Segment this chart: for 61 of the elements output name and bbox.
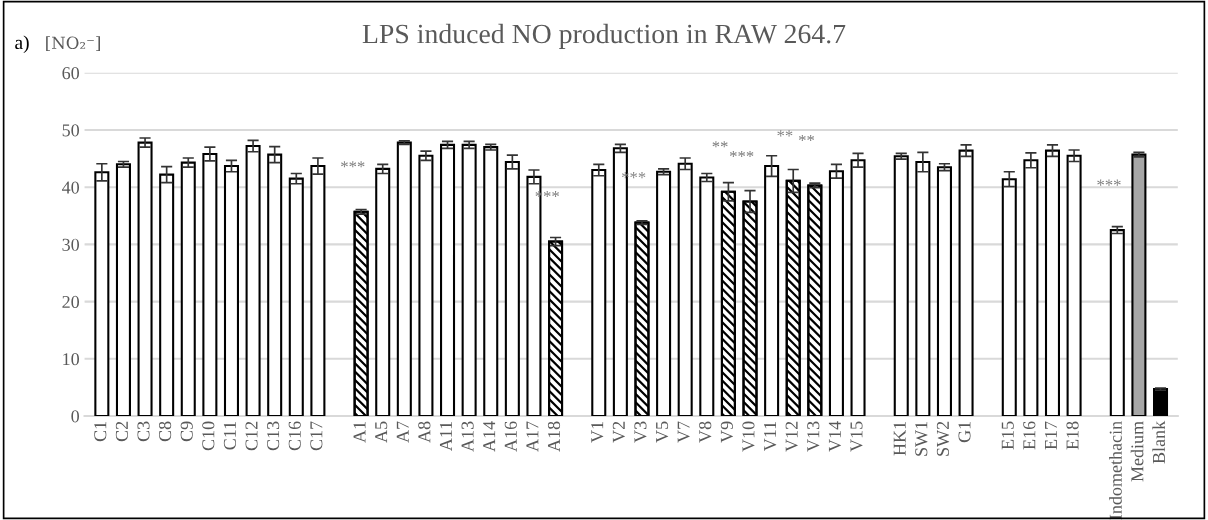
x-tick-label: Indomethacin: [1109, 421, 1122, 520]
x-tick-label: E16: [1023, 421, 1036, 450]
x-tick-label: Medium: [1130, 421, 1144, 482]
x-tick-label: C1: [94, 421, 107, 442]
x-tick-label: E18: [1066, 421, 1079, 450]
x-tick-label: V14: [828, 421, 842, 452]
x-tick-label: V9: [720, 421, 734, 443]
x-tick-label: A18: [547, 421, 561, 452]
annotation: ***: [1097, 179, 1121, 186]
annotation: ***: [341, 161, 365, 168]
x-tick-label: A16: [504, 421, 517, 452]
x-tick-label: V5: [656, 421, 669, 443]
x-tick-label: V8: [699, 421, 712, 443]
x-tick-label: A17: [526, 421, 539, 452]
x-tick-label: A1: [353, 421, 366, 443]
x-tick-label: HK1: [893, 421, 906, 456]
x-tick-label: C11: [223, 421, 236, 450]
y-tick-label: 20: [62, 295, 80, 309]
annotation: ***: [729, 150, 754, 158]
x-tick-label: C3: [137, 421, 150, 442]
annotation: **: [712, 141, 728, 148]
x-tick-label: C8: [159, 421, 172, 442]
x-tick-label: C9: [180, 421, 193, 442]
x-tick-label: C10: [202, 421, 215, 451]
x-tick-label: V12: [785, 421, 798, 452]
y-tick-label: 50: [62, 124, 80, 137]
x-tick-label: SW1: [915, 421, 928, 456]
x-tick-label: G1: [958, 421, 971, 443]
x-tick-label: A11: [439, 421, 452, 452]
x-tick-label: A13: [461, 421, 474, 452]
x-tick-label: V13: [807, 421, 820, 452]
x-tick-label: E17: [1044, 421, 1057, 450]
x-tick-label: C17: [310, 421, 323, 451]
x-tick-label: SW2: [936, 421, 950, 456]
x-tick-label: C16: [288, 421, 301, 451]
text: a): [15, 35, 29, 54]
x-tick-label: V3: [634, 421, 647, 443]
x-tick-label: V10: [742, 421, 755, 452]
x-tick-label: C2: [115, 421, 128, 442]
x-tick-label: C13: [267, 421, 280, 451]
x-tick-label: V7: [677, 421, 690, 443]
x-tick-label: V11: [764, 421, 777, 452]
x-tick-label: A5: [375, 421, 388, 443]
x-tick-label: Blank: [1152, 420, 1166, 464]
y-tick-label: 60: [62, 67, 80, 80]
x-tick-label: V15: [850, 421, 863, 452]
annotation: **: [777, 130, 793, 137]
x-tick-label: A8: [418, 421, 431, 443]
y-tick-label: 40: [62, 181, 80, 194]
x-tick-label: V2: [612, 421, 625, 443]
y-tick-label: 10: [63, 353, 80, 366]
chart-title: LPS induced NO production in RAW 264.7: [362, 23, 846, 49]
x-tick-label: A7: [396, 421, 409, 443]
y-tick-label: 0: [71, 410, 80, 423]
x-tick-label: V1: [591, 421, 604, 443]
x-tick-label: C12: [245, 421, 258, 451]
x-tick-label: A14: [483, 421, 496, 452]
y-tick-label: 30: [62, 238, 80, 251]
x-tick-label: E15: [1001, 421, 1014, 450]
y-axis-title: [NO₂⁻]: [46, 36, 100, 51]
annotation: **: [798, 134, 815, 142]
